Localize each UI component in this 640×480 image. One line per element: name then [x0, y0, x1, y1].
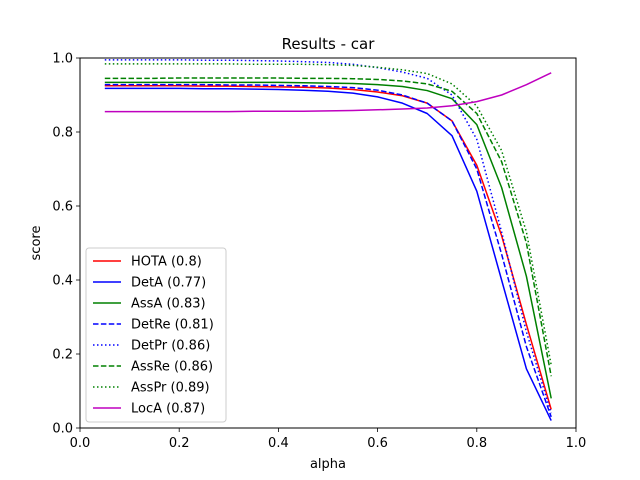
x-tick-label: 0.8	[466, 436, 487, 451]
plot-frame	[79, 57, 577, 429]
legend-entry: HOTA (0.8)	[131, 255, 202, 270]
y-axis: 0.0 0.2 0.4 0.6 0.8 1.0	[52, 52, 80, 437]
x-tick-label: 1.0	[566, 436, 587, 451]
series-line-hota	[104, 85, 552, 410]
x-tick-label: 0.2	[169, 436, 190, 451]
legend-entry: DetRe (0.81)	[131, 318, 214, 333]
legend: HOTA (0.8) DetA (0.77) AssA (0.83) DetRe (0…	[85, 247, 227, 423]
y-tick-label: 1.0	[52, 52, 73, 67]
legend-entry: AssRe (0.86)	[131, 360, 213, 375]
y-tick-label: 0.4	[52, 274, 73, 289]
legend-box	[85, 247, 227, 423]
legend-entry: DetA (0.77)	[131, 276, 206, 291]
series-layer	[104, 59, 552, 421]
chart-title: Results - car	[282, 35, 376, 53]
y-tick-label: 0.2	[52, 348, 73, 363]
x-tick-label: 0.4	[268, 436, 289, 451]
legend-entry: LocA (0.87)	[131, 402, 205, 417]
x-axis-label: alpha	[310, 457, 346, 472]
series-line-assre	[104, 77, 552, 377]
y-tick-label: 0.6	[52, 200, 73, 215]
legend-entry: AssA (0.83)	[131, 297, 206, 312]
series-line-detre	[104, 83, 552, 418]
y-tick-label: 0.8	[52, 126, 73, 141]
series-line-loca	[104, 72, 552, 113]
series-line-deta	[104, 87, 552, 421]
x-tick-label: 0.0	[70, 436, 91, 451]
y-tick-label: 0.0	[52, 422, 73, 437]
legend-entry: DetPr (0.86)	[131, 339, 210, 354]
legend-entry: AssPr (0.89)	[131, 381, 210, 396]
x-tick-label: 0.6	[367, 436, 388, 451]
series-line-detpr	[104, 59, 552, 414]
x-axis: 0.0 0.2 0.4 0.6 0.8 1.0	[70, 428, 587, 451]
y-axis-label: score	[29, 226, 44, 261]
series-line-assa	[104, 81, 552, 399]
